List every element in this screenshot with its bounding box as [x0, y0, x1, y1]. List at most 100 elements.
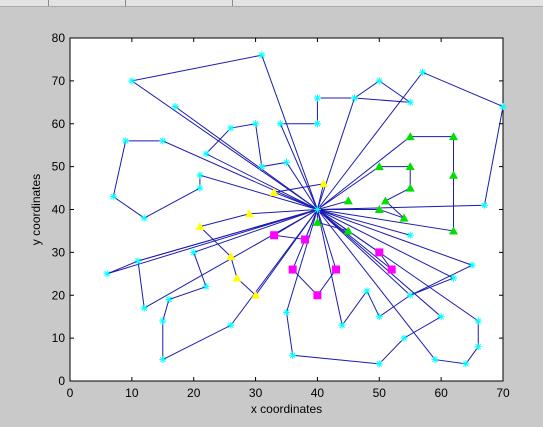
markers-layer [103, 51, 507, 368]
customer-marker [474, 343, 482, 351]
customer-marker [122, 137, 130, 145]
customer-marker [190, 248, 198, 256]
square-marker [313, 291, 322, 300]
x-axis-label: x coordinates [251, 402, 322, 416]
yellow-triangle-marker [195, 222, 205, 231]
customer-marker [406, 291, 414, 299]
customer-marker [400, 334, 408, 342]
green-triangle-marker [449, 226, 459, 235]
customer-marker [165, 296, 173, 304]
customer-marker [140, 214, 148, 222]
green-triangle-marker [312, 217, 322, 226]
customer-marker [258, 163, 266, 171]
customer-marker [480, 201, 488, 209]
route-line [317, 166, 411, 219]
customer-marker [499, 103, 507, 111]
y-tick-label: 70 [52, 74, 66, 88]
customer-marker [196, 171, 204, 179]
customer-marker [103, 270, 111, 278]
yellow-triangle-marker [232, 273, 242, 282]
square-marker [387, 265, 396, 274]
customer-marker [159, 317, 167, 325]
route-line [317, 136, 455, 232]
customer-marker [338, 321, 346, 329]
customer-marker [437, 313, 445, 321]
customer-marker [140, 304, 148, 312]
green-triangle-marker [405, 183, 415, 192]
customer-marker [283, 158, 290, 166]
y-tick-label: 20 [52, 288, 66, 302]
green-triangle-marker [374, 162, 384, 171]
x-tick-label: 40 [311, 386, 325, 400]
customer-marker [171, 103, 179, 111]
route-line [317, 209, 455, 296]
y-tick-label: 80 [52, 31, 66, 45]
route-line [162, 209, 318, 361]
customer-marker [202, 150, 210, 158]
plot-area[interactable] [69, 37, 504, 382]
y-tick-label: 50 [52, 160, 66, 174]
y-tick-label: 30 [52, 245, 66, 259]
yellow-triangle-marker [319, 179, 329, 188]
customer-marker [351, 94, 359, 102]
green-triangle-marker [405, 162, 415, 171]
customer-marker [375, 313, 383, 321]
customer-marker [159, 356, 167, 364]
customer-marker [196, 184, 204, 192]
x-tick-label: 50 [373, 386, 387, 400]
y-tick-label: 60 [52, 117, 66, 131]
y-tick-label: 10 [52, 331, 66, 345]
x-tick-label: 10 [125, 386, 139, 400]
green-triangle-marker [343, 226, 353, 235]
x-tick-label: 60 [434, 386, 448, 400]
square-marker [301, 235, 310, 244]
customer-marker [202, 283, 210, 291]
customer-marker [406, 98, 414, 106]
customer-marker [375, 360, 383, 368]
green-triangle-marker [380, 196, 390, 205]
customer-marker [252, 120, 260, 128]
toolbar-divider [48, 0, 49, 6]
y-axis-label: y coordinates [29, 174, 43, 245]
yellow-triangle-marker [251, 290, 261, 299]
customer-marker [128, 77, 136, 85]
customer-marker [468, 261, 476, 269]
green-triangle-marker [449, 170, 459, 179]
yellow-triangle-marker [226, 252, 236, 261]
depot-marker [313, 206, 321, 213]
square-marker [375, 248, 384, 257]
y-tick-label: 40 [52, 203, 66, 217]
toolbar-divider [125, 0, 126, 6]
yellow-triangle-marker [269, 187, 279, 196]
customer-marker [258, 51, 266, 59]
customer-marker [474, 317, 482, 325]
window-frame-top [0, 0, 543, 7]
yellow-triangle-marker [244, 209, 254, 218]
customer-marker [375, 77, 383, 85]
customer-marker [462, 360, 470, 368]
square-marker [270, 231, 279, 240]
square-marker [331, 265, 340, 274]
ticks-layer: 0 10 20 30 40 50 60 70 0 10 20 30 40 50 60 70 80 [52, 31, 510, 400]
x-tick-label: 30 [249, 386, 263, 400]
customer-marker [283, 308, 290, 316]
x-tick-label: 70 [496, 386, 510, 400]
customer-marker [227, 124, 235, 132]
customer-marker [419, 68, 427, 76]
green-triangle-marker [399, 213, 409, 222]
customer-marker [276, 120, 284, 128]
x-tick-label: 0 [67, 386, 74, 400]
customer-marker [406, 231, 414, 239]
route-line [130, 54, 318, 210]
x-tick-label: 20 [187, 386, 201, 400]
toolbar-divider [232, 0, 233, 6]
customer-marker [313, 94, 321, 102]
customer-marker [363, 287, 371, 295]
green-triangle-marker [449, 132, 459, 141]
customer-marker [289, 351, 297, 359]
customer-marker [313, 120, 321, 128]
green-triangle-marker [405, 132, 415, 141]
green-triangle-marker [343, 196, 353, 205]
